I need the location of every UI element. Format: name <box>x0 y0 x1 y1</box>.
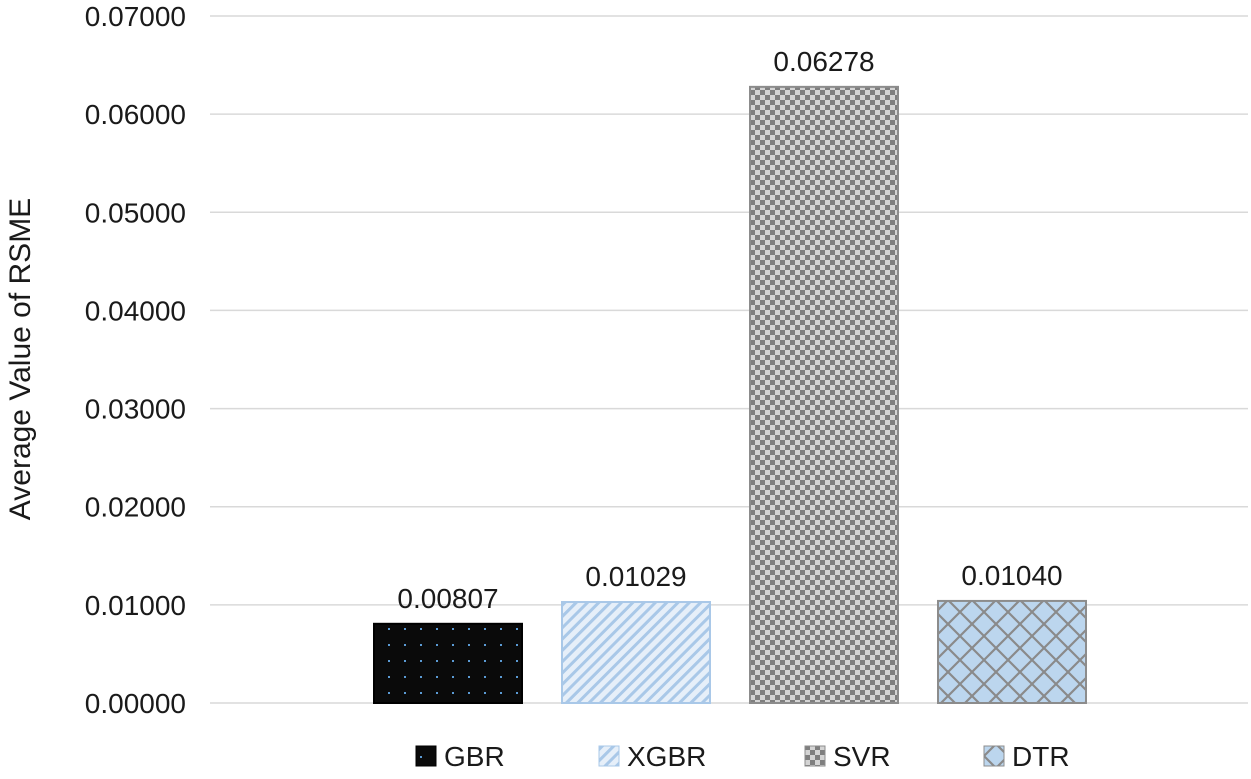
y-axis-tick-labels: 0.00000 0.01000 0.02000 0.03000 0.04000 0.050… <box>85 1 186 719</box>
y-tick-label: 0.05000 <box>85 197 186 228</box>
y-tick-label: 0.00000 <box>85 688 186 719</box>
legend-swatch-xgbr <box>598 745 620 767</box>
data-label-svr: 0.06278 <box>773 46 874 77</box>
bar-xgbr <box>561 601 711 704</box>
legend-label-svr: SVR <box>833 741 891 772</box>
legend-swatch-dtr <box>983 745 1005 767</box>
data-label-gbr: 0.00807 <box>397 583 498 614</box>
legend-label-dtr: DTR <box>1012 741 1070 772</box>
data-label-xgbr: 0.01029 <box>585 561 686 592</box>
y-tick-label: 0.04000 <box>85 295 186 326</box>
bar-dtr <box>937 599 1087 705</box>
y-axis-label: Average Value of RSME <box>4 198 37 520</box>
y-tick-label: 0.07000 <box>85 1 186 32</box>
y-tick-label: 0.02000 <box>85 492 186 523</box>
legend: GBR XGBR SVR DTR <box>415 741 1070 772</box>
legend-label-xgbr: XGBR <box>627 741 706 772</box>
data-labels: 0.00807 0.01029 0.06278 0.01040 <box>397 46 1062 614</box>
y-tick-label: 0.01000 <box>85 590 186 621</box>
legend-label-gbr: GBR <box>444 741 505 772</box>
y-tick-label: 0.03000 <box>85 394 186 425</box>
y-tick-label: 0.06000 <box>85 99 186 130</box>
gridlines <box>210 15 1248 704</box>
legend-swatch-svr <box>804 745 826 767</box>
legend-swatch-gbr <box>415 745 437 767</box>
bar-gbr <box>373 622 523 704</box>
bars <box>373 85 1087 705</box>
bar-svr <box>749 85 899 705</box>
data-label-dtr: 0.01040 <box>961 560 1062 591</box>
